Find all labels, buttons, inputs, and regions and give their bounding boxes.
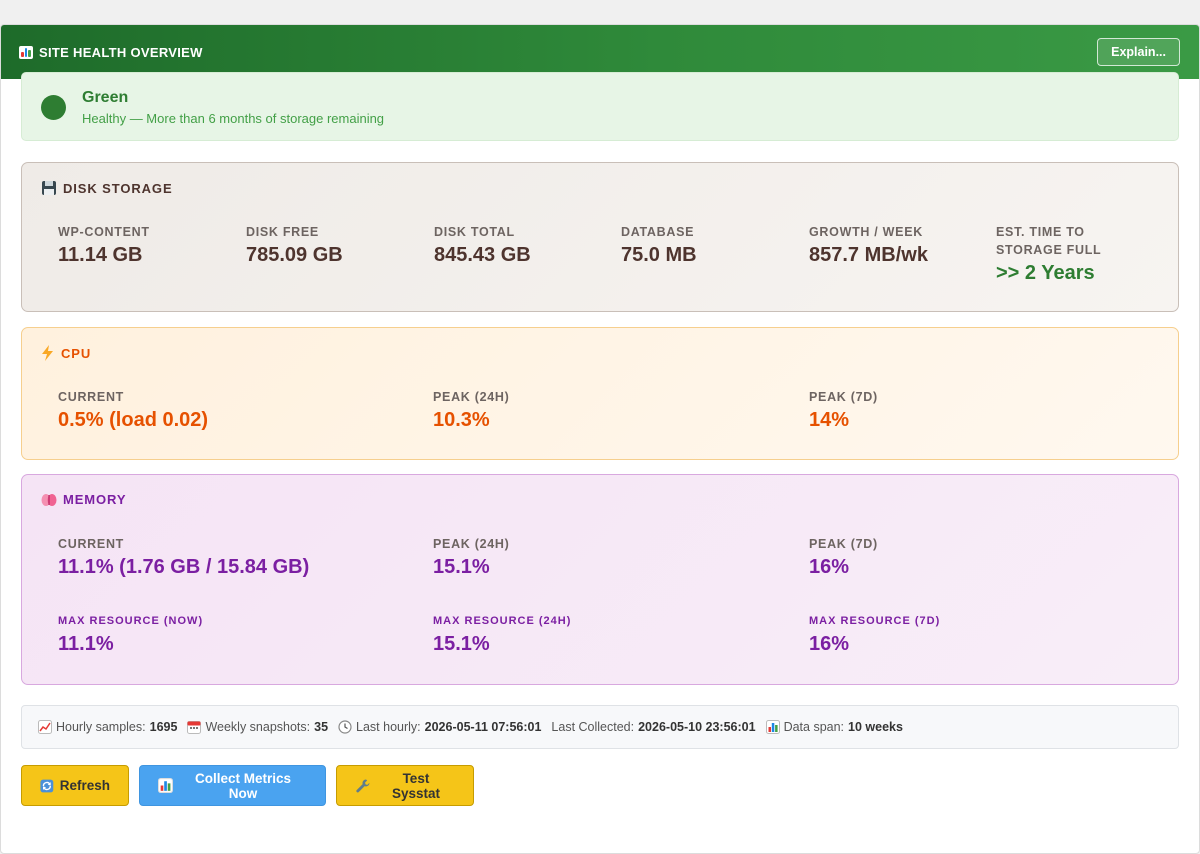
cpu-title: CPU xyxy=(41,345,91,361)
memory-card: MEMORY CURRENT 11.1% (1.76 GB / 15.84 GB… xyxy=(21,474,1179,685)
panel-title: SITE HEALTH OVERVIEW xyxy=(19,45,203,60)
metrics-info-bar: Hourly samples: 1695 Weekly snapshots: 3… xyxy=(21,705,1179,749)
metric-wp-content: WP-CONTENT 11.14 GB xyxy=(58,223,228,267)
metric-value: 785.09 GB xyxy=(246,244,343,266)
bar-chart-icon xyxy=(19,45,33,59)
collect-metrics-button-label: Collect Metrics Now xyxy=(194,770,291,801)
health-status-banner: Green Healthy — More than 6 months of st… xyxy=(21,72,1179,141)
metric-est-time-to-full: EST. TIME TO STORAGE FULL >> 2 Years xyxy=(996,223,1146,285)
metric-label: PEAK (24H) xyxy=(433,390,510,404)
refresh-icon xyxy=(40,779,54,792)
memory-title-text: MEMORY xyxy=(63,492,127,507)
disk-storage-title-text: DISK STORAGE xyxy=(63,180,173,196)
metric-label: CURRENT xyxy=(58,537,125,551)
metric-max-resource-7d: MAX RESOURCE (7D) 16% xyxy=(809,612,1149,656)
last-collected-label: Last Collected: xyxy=(551,720,635,734)
data-span-info: Data span: 10 weeks xyxy=(765,720,903,734)
collect-metrics-button[interactable]: Collect Metrics Now xyxy=(139,765,326,806)
last-hourly-value: 2026-05-11 07:56:01 xyxy=(424,720,542,734)
weekly-snapshots-label: Weekly snapshots: xyxy=(205,720,311,734)
last-collected-info: Last Collected: 2026-05-10 23:56:01 xyxy=(551,720,755,734)
disk-storage-card: DISK STORAGE WP-CONTENT 11.14 GB DISK FR… xyxy=(21,162,1179,312)
metric-max-resource-now: MAX RESOURCE (NOW) 11.1% xyxy=(58,612,398,656)
memory-title: MEMORY xyxy=(41,492,126,507)
metric-value: 0.5% (load 0.02) xyxy=(58,409,209,431)
hourly-samples-info: Hourly samples: 1695 xyxy=(38,720,177,734)
metric-database: DATABASE 75.0 MB xyxy=(621,223,791,267)
metric-cpu-peak-24h: PEAK (24H) 10.3% xyxy=(433,388,773,432)
metric-max-resource-24h: MAX RESOURCE (24H) 15.1% xyxy=(433,612,773,656)
metric-label: CURRENT xyxy=(58,390,125,404)
metric-value: 10.3% xyxy=(433,409,490,431)
metric-cpu-current: CURRENT 0.5% (load 0.02) xyxy=(58,388,398,432)
floppy-disk-icon xyxy=(42,181,56,195)
refresh-button[interactable]: Refresh xyxy=(21,765,129,806)
last-hourly-label: Last hourly: xyxy=(356,720,421,734)
panel-title-text: SITE HEALTH OVERVIEW xyxy=(39,44,203,60)
metric-label: PEAK (24H) xyxy=(433,537,510,551)
refresh-button-label: Refresh xyxy=(59,778,110,793)
metric-label: MAX RESOURCE (NOW) xyxy=(58,615,204,627)
metric-value: 857.7 MB/wk xyxy=(809,244,928,266)
metric-cpu-peak-7d: PEAK (7D) 14% xyxy=(809,388,1149,432)
metric-value: 15.1% xyxy=(433,633,490,655)
test-sysstat-button[interactable]: Test Sysstat xyxy=(336,765,474,806)
hourly-samples-label: Hourly samples: xyxy=(56,720,146,734)
status-level: Green xyxy=(82,89,129,106)
metric-label: DISK FREE xyxy=(246,225,319,239)
metric-disk-free: DISK FREE 785.09 GB xyxy=(246,223,416,267)
metric-label: DISK TOTAL xyxy=(434,225,515,239)
metric-value: 11.1% xyxy=(58,633,114,655)
calendar-icon xyxy=(187,721,202,734)
metric-memory-current: CURRENT 11.1% (1.76 GB / 15.84 GB) xyxy=(58,535,398,579)
hourly-samples-value: 1695 xyxy=(149,720,178,734)
metric-label: EST. TIME TO STORAGE FULL xyxy=(996,225,1102,257)
data-span-label: Data span: xyxy=(783,720,845,734)
cpu-title-text: CPU xyxy=(61,345,92,361)
clock-icon xyxy=(338,720,352,734)
data-span-value: 10 weeks xyxy=(848,720,903,734)
status-indicator-dot xyxy=(41,95,66,120)
lightning-icon xyxy=(42,345,53,361)
metric-value: 14% xyxy=(809,409,850,431)
panel-header: SITE HEALTH OVERVIEW Explain... xyxy=(1,25,1199,79)
trend-chart-icon xyxy=(38,720,52,734)
weekly-snapshots-value: 35 xyxy=(314,720,329,734)
last-hourly-info: Last hourly: 2026-05-11 07:56:01 xyxy=(338,720,541,734)
metric-label: MAX RESOURCE (7D) xyxy=(809,615,941,627)
metric-memory-peak-7d: PEAK (7D) 16% xyxy=(809,535,1149,579)
metric-value: 16% xyxy=(809,633,850,655)
metric-disk-total: DISK TOTAL 845.43 GB xyxy=(434,223,604,267)
brain-icon xyxy=(41,493,57,506)
test-sysstat-button-label: Test Sysstat xyxy=(391,770,440,801)
metric-value: 11.14 GB xyxy=(58,244,143,266)
metric-label: PEAK (7D) xyxy=(809,390,878,404)
cpu-card: CPU CURRENT 0.5% (load 0.02) PEAK (24H) … xyxy=(21,327,1179,460)
bar-chart-icon xyxy=(158,778,173,793)
bar-chart-icon xyxy=(765,720,780,734)
metric-value: 15.1% xyxy=(433,556,490,578)
metric-label: WP-CONTENT xyxy=(58,225,150,239)
metric-value: 11.1% (1.76 GB / 15.84 GB) xyxy=(58,556,310,578)
metric-value: 75.0 MB xyxy=(621,244,697,266)
metric-memory-peak-24h: PEAK (24H) 15.1% xyxy=(433,535,773,579)
last-collected-value: 2026-05-10 23:56:01 xyxy=(638,720,756,734)
metric-label: GROWTH / WEEK xyxy=(809,225,923,239)
metric-value: 845.43 GB xyxy=(434,244,531,266)
wrench-icon xyxy=(356,779,370,792)
metric-value: >> 2 Years xyxy=(996,262,1095,284)
weekly-snapshots-info: Weekly snapshots: 35 xyxy=(187,720,328,734)
status-description: Healthy — More than 6 months of storage … xyxy=(82,111,385,126)
metric-label: DATABASE xyxy=(621,225,695,239)
metric-label: PEAK (7D) xyxy=(809,537,878,551)
metric-value: 16% xyxy=(809,556,850,578)
explain-button[interactable]: Explain... xyxy=(1097,38,1180,66)
disk-storage-title: DISK STORAGE xyxy=(41,180,173,196)
metric-growth-per-week: GROWTH / WEEK 857.7 MB/wk xyxy=(809,223,979,267)
metric-label: MAX RESOURCE (24H) xyxy=(433,615,572,627)
